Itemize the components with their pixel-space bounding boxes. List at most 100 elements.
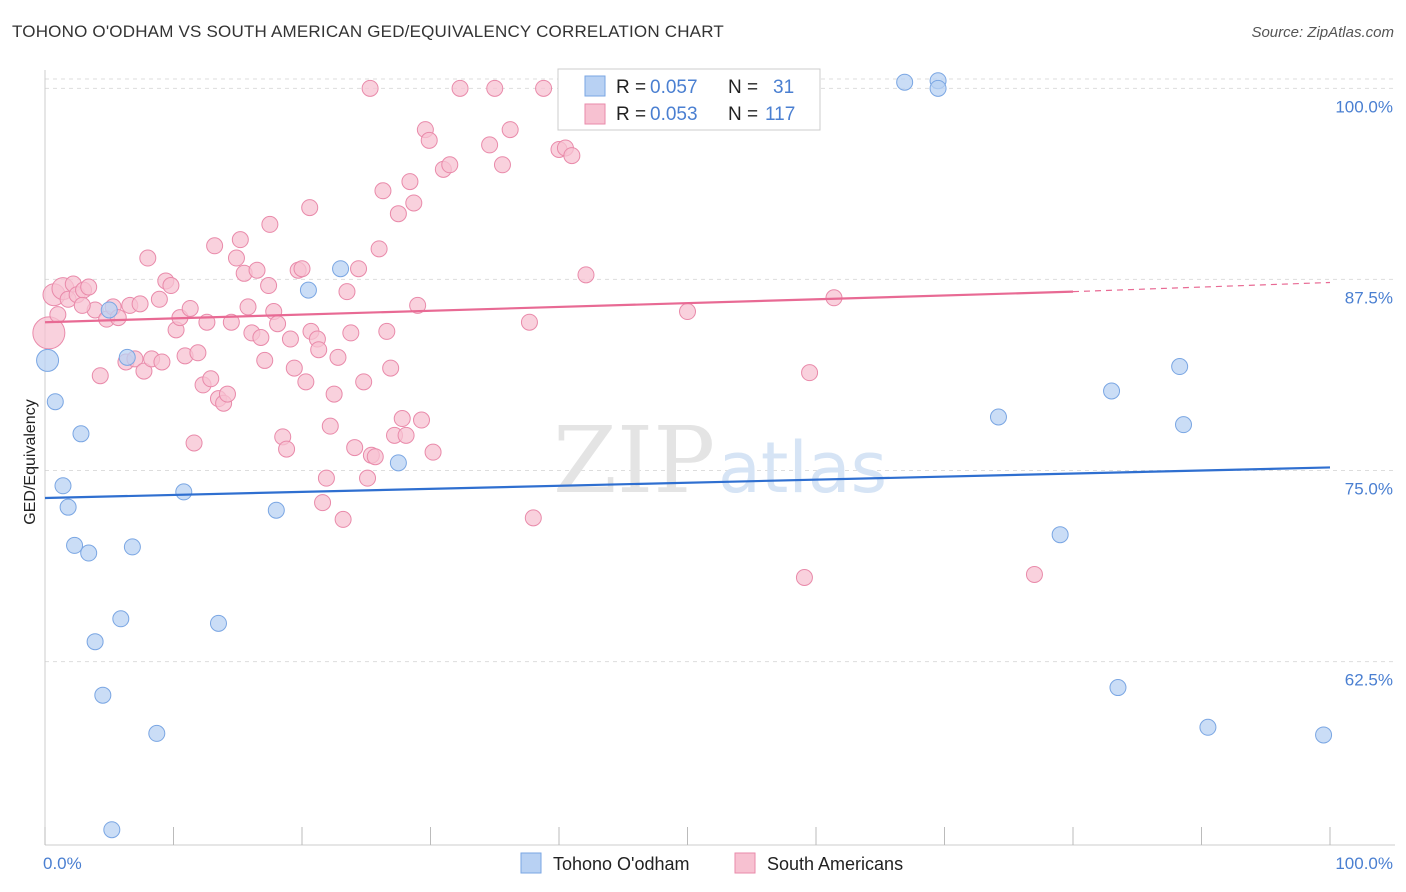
legend-n-value-1: 31 [773, 77, 794, 98]
y-tick-label-2: 87.5% [1345, 288, 1393, 307]
south-american-point-22 [153, 353, 171, 371]
south-american-point-50 [261, 215, 279, 233]
south-american-point-63 [317, 469, 335, 487]
legend-n-value-2: 117 [765, 104, 795, 125]
bottom-legend-label-tohono: Tohono O'odham [553, 854, 690, 874]
bottom-legend-swatch-blue [520, 852, 542, 874]
legend-r-value-1: 0.057 [650, 77, 698, 98]
tohono-point-21 [896, 73, 914, 91]
tohono-point-18 [332, 260, 350, 278]
south-american-point-65 [325, 385, 343, 403]
tohono-point-8 [94, 686, 112, 704]
tohono-trend-line [44, 466, 1331, 500]
bottom-legend-label-south-americans: South Americans [767, 854, 903, 874]
x-tick-label-1: 100.0% [1335, 854, 1393, 873]
axes [44, 70, 1395, 846]
south-american-point-73 [359, 469, 377, 487]
legend-swatch-blue [584, 75, 606, 97]
south-american-point-88 [413, 411, 431, 429]
south-american-point-69 [342, 324, 360, 342]
tohono-point-6 [80, 544, 98, 562]
south-american-point-24 [162, 277, 180, 295]
south-american-point-57 [297, 373, 315, 391]
south-american-point-61 [310, 341, 328, 359]
legend-n-label-2: N = [728, 104, 758, 125]
south-american-point-78 [374, 182, 392, 200]
south-american-point-100 [524, 509, 542, 527]
tohono-point-4 [66, 536, 84, 554]
legend-r-label-2: R = [616, 104, 646, 125]
south-american-point-82 [389, 205, 407, 223]
tohono-point-9 [103, 821, 121, 839]
chart-title: TOHONO O'ODHAM VS SOUTH AMERICAN GED/EQU… [12, 22, 724, 41]
south-american-point-28 [181, 299, 199, 317]
south-american-point-66 [329, 348, 347, 366]
tohono-point-27 [1109, 679, 1127, 697]
south-american-point-29 [185, 434, 203, 452]
tohono-point-23 [1103, 382, 1121, 400]
south-american-point-87 [409, 296, 427, 314]
south-american-point-2 [49, 306, 67, 324]
south-american-point-71 [350, 260, 368, 278]
south-american-point-76 [366, 448, 384, 466]
watermark-atlas: atlas [718, 427, 887, 509]
tohono-point-19 [389, 454, 407, 472]
legend: R = 0.057 N = 31 R = 0.053 N = 117 [557, 68, 821, 131]
tohono-point-5 [72, 425, 90, 443]
tohono-point-31 [1315, 726, 1333, 744]
tohono-point-3 [59, 498, 77, 516]
bottom-legend-swatch-pink [734, 852, 756, 874]
south-american-point-90 [420, 131, 438, 149]
south-american-point-17 [131, 295, 149, 313]
south-american-point-93 [441, 156, 459, 174]
south-american-point-0 [32, 316, 66, 350]
tohono-point-13 [148, 724, 166, 742]
south-american-point-21 [150, 290, 168, 308]
south-american-point-8 [80, 278, 98, 296]
watermark: ZIP atlas [553, 407, 887, 514]
south-american-point-62 [314, 494, 332, 512]
watermark-zip: ZIP [553, 407, 715, 514]
south-american-point-59 [301, 199, 319, 217]
south-american-point-101 [535, 79, 553, 97]
chart-source: Source: ZipAtlas.com [1251, 24, 1394, 41]
gridlines [45, 78, 1395, 663]
south-american-point-39 [227, 249, 245, 267]
south-american-point-37 [218, 385, 236, 403]
tohono-point-28 [1171, 358, 1189, 376]
trend-lines [44, 281, 1331, 500]
south-american-point-105 [577, 266, 595, 284]
south-american-point-74 [361, 79, 379, 97]
legend-r-label-1: R = [616, 77, 646, 98]
south-american-point-86 [405, 194, 423, 212]
y-tick-label-3: 100.0% [1335, 97, 1393, 116]
tohono-point-32 [100, 301, 118, 319]
south-american-point-96 [486, 79, 504, 97]
south-american-point-99 [520, 313, 538, 331]
south-american-point-53 [281, 330, 299, 348]
tohono-point-25 [989, 408, 1007, 426]
tohono-point-11 [118, 348, 136, 366]
x-tick-label-0: 0.0% [43, 854, 82, 873]
y-tick-label-0: 62.5% [1345, 671, 1393, 690]
y-tick-label-1: 75.0% [1345, 479, 1393, 498]
tick-labels: 62.5% 75.0% 87.5% 100.0% 0.0% 100.0% [43, 97, 1393, 873]
south-american-point-70 [346, 439, 364, 457]
tohono-point-12 [123, 538, 141, 556]
tohono-point-7 [86, 633, 104, 651]
south-american-point-52 [278, 440, 296, 458]
south-american-point-68 [338, 283, 356, 301]
south-american-point-49 [269, 315, 287, 333]
tohono-point-14 [175, 483, 193, 501]
south-american-point-94 [451, 79, 469, 97]
tohono-point-17 [299, 281, 317, 299]
tohono-point-15 [209, 614, 227, 632]
tohono-point-1 [46, 393, 64, 411]
south-american-point-104 [563, 147, 581, 165]
tohono-point-30 [1199, 718, 1217, 736]
south-american-point-72 [355, 373, 373, 391]
tohono-point-16 [267, 501, 285, 519]
south-american-point-40 [231, 231, 249, 249]
south-american-point-45 [252, 329, 270, 347]
